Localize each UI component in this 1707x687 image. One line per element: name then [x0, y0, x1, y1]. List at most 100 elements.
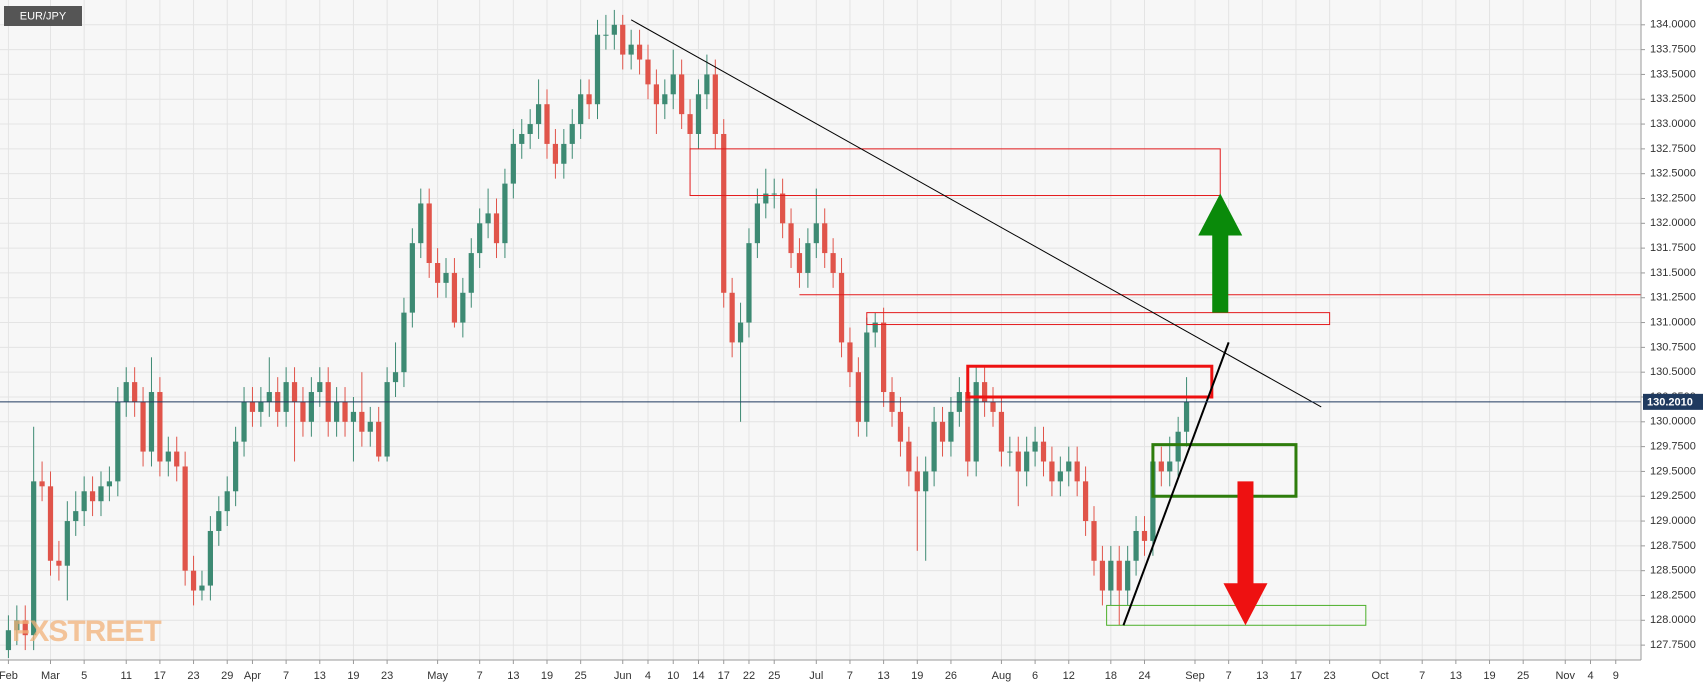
candle-body: [620, 24, 626, 55]
candle-body: [106, 481, 113, 487]
x-tick-label: 18: [1105, 670, 1117, 682]
candle-body: [695, 94, 702, 134]
x-tick-label: 17: [154, 670, 166, 682]
candle-body: [1167, 461, 1173, 472]
x-tick-label: 7: [1226, 670, 1232, 682]
y-tick-label: 132.2500: [1650, 192, 1696, 204]
candle-body: [317, 382, 323, 393]
candle-body: [1049, 461, 1055, 482]
candle-body: [182, 466, 188, 571]
candle-body: [527, 124, 533, 134]
candle-body: [712, 74, 718, 134]
zone-box: [866, 312, 1331, 326]
x-tick-label: 7: [1419, 670, 1425, 682]
candle-body: [376, 421, 382, 457]
x-tick-label: 7: [477, 670, 483, 682]
candle-body: [645, 59, 651, 85]
x-tick-label: 25: [768, 670, 780, 682]
x-tick-label: 6: [1032, 670, 1038, 682]
candle-body: [788, 223, 794, 254]
candle-body: [948, 411, 954, 442]
candle-body: [22, 620, 28, 636]
candle-body: [300, 401, 306, 422]
candle-body: [73, 511, 79, 522]
y-tick-label: 128.0000: [1650, 614, 1696, 626]
candle-body: [426, 203, 432, 264]
candle-body: [434, 263, 441, 283]
candle-body: [493, 213, 500, 244]
candle-body: [224, 491, 230, 512]
candle-body: [1040, 441, 1047, 462]
candle-body: [132, 382, 138, 402]
x-tick-label: 10: [667, 670, 679, 682]
candle-body: [897, 411, 904, 442]
candle-body: [258, 401, 264, 412]
direction-arrow: [1223, 481, 1268, 626]
candle-body: [148, 392, 155, 452]
candle-body: [855, 372, 861, 422]
candle-body: [830, 253, 836, 273]
y-tick-label: 130.5000: [1650, 366, 1696, 378]
candle-body: [805, 243, 811, 273]
candle-body: [460, 292, 466, 323]
candle-body: [308, 392, 314, 422]
x-tick-label: 29: [221, 670, 233, 682]
y-tick-label: 133.5000: [1650, 68, 1696, 80]
candle-body: [679, 74, 685, 115]
candle-body: [729, 292, 735, 343]
last-price-label: 130.2010: [1647, 396, 1693, 408]
x-tick-label: 23: [1324, 670, 1336, 682]
candle-body: [1015, 451, 1021, 472]
candle-body: [451, 272, 458, 323]
candle-body: [822, 223, 828, 254]
x-tick-label: 23: [187, 670, 199, 682]
candle-body: [636, 44, 643, 60]
x-tick-label: 23: [381, 670, 393, 682]
x-tick-label: 7: [283, 670, 289, 682]
candle-body: [973, 382, 979, 462]
candle-body: [283, 382, 289, 412]
y-tick-label: 134.0000: [1650, 19, 1696, 31]
candle-body: [939, 421, 946, 442]
y-tick-label: 128.2500: [1650, 589, 1696, 601]
y-tick-label: 129.7500: [1650, 441, 1696, 453]
candle-body: [552, 143, 559, 164]
candle-body: [754, 203, 760, 244]
candle-body: [249, 401, 256, 412]
y-tick-label: 129.2500: [1650, 490, 1696, 502]
x-tick-label: Feb: [0, 670, 18, 682]
candle-body: [998, 411, 1005, 452]
candle-body: [392, 372, 399, 383]
x-tick-label: 22: [743, 670, 755, 682]
candle-body: [1133, 530, 1139, 561]
y-tick-label: 131.2500: [1650, 292, 1696, 304]
candle-body: [233, 441, 239, 492]
candle-body: [1125, 560, 1131, 591]
candle-body: [115, 401, 121, 482]
candle-body: [519, 133, 525, 144]
x-tick-label: 25: [1517, 670, 1529, 682]
candle-body: [485, 213, 491, 224]
trend-line: [1122, 342, 1230, 626]
candle-body: [535, 104, 542, 125]
y-tick-label: 132.5000: [1650, 168, 1696, 180]
candle-body: [906, 441, 912, 472]
watermark: FXSTREET: [12, 615, 161, 648]
candle-body: [342, 401, 348, 422]
candle-body: [98, 486, 104, 502]
x-tick-label: 14: [692, 670, 704, 682]
candle-body: [81, 491, 87, 512]
y-tick-label: 133.2500: [1650, 93, 1696, 105]
candle-body: [872, 322, 878, 333]
candle-body: [39, 481, 45, 487]
candle-body: [47, 486, 54, 561]
x-tick-label: 13: [314, 670, 326, 682]
candle-body: [199, 585, 205, 591]
direction-arrow: [1198, 193, 1243, 313]
candle-body: [510, 143, 516, 184]
candle-body: [813, 223, 819, 244]
y-tick-label: 133.0000: [1650, 118, 1696, 130]
y-tick-label: 128.5000: [1650, 565, 1696, 577]
candle-body: [965, 392, 971, 462]
